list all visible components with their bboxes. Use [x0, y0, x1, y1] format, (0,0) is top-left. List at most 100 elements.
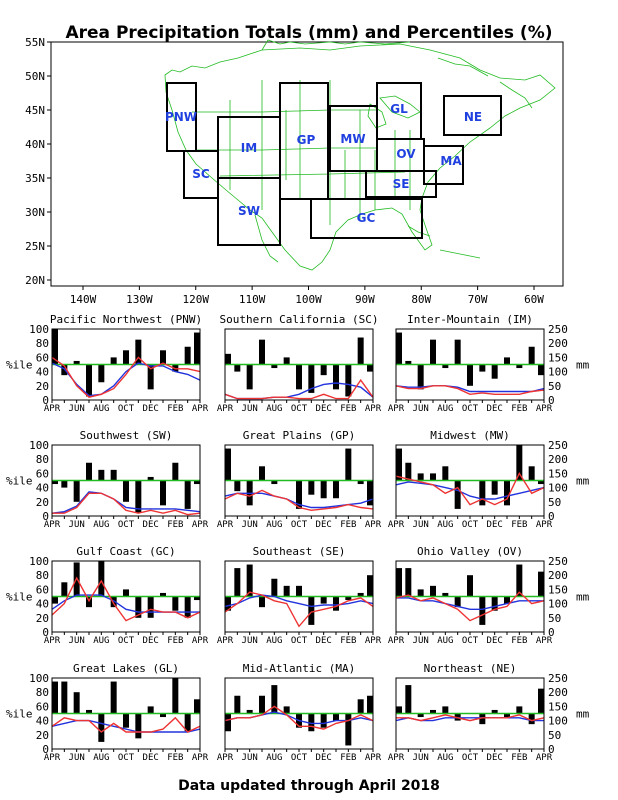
percentile-bar [454, 596, 461, 608]
series-line-red [51, 716, 201, 733]
percentile-bar [259, 596, 265, 608]
percentile-bar [442, 364, 449, 369]
region-label-sw: SW [238, 204, 260, 218]
x-tick-label: APR [192, 636, 209, 646]
x-tick-label: AUG [93, 753, 109, 763]
chart-title: Southeast (SE) [253, 545, 346, 558]
percentile-bar [345, 448, 352, 481]
percentile-bar [308, 713, 315, 732]
y-tick-label: 0 [42, 394, 49, 407]
chart-panel: Midwest (MW)APR JUN AUG OCT DEC FEB APR0501001… [388, 429, 590, 530]
region-box-gc [310, 198, 423, 239]
percentile-bar [110, 596, 117, 608]
chart-panel: Inter-Mountain (IM) APR JUN AUG OCT DEC FEB APR… [388, 313, 590, 414]
x-tick-label: JUN [413, 520, 429, 530]
region-label-ov: OV [396, 147, 416, 161]
x-tick-label: APR [217, 404, 234, 414]
percentile-bar [367, 575, 373, 597]
percentile-bar [52, 329, 58, 365]
percentile-bar [147, 596, 154, 618]
chart-title: Southwest (SW) [80, 429, 173, 442]
percentile-bar [538, 364, 544, 376]
percentile-bar [528, 713, 535, 725]
percentile-bar [194, 596, 200, 601]
percentile-bar [234, 480, 241, 492]
percentile-bar [320, 713, 327, 728]
series-line-blue [395, 481, 545, 500]
percentile-bar [123, 350, 129, 365]
x-tick-label: APR [536, 404, 553, 414]
x-tick-label: APR [388, 404, 405, 414]
x-tick-label: DEC [487, 636, 503, 646]
percentile-bar [417, 713, 424, 718]
series-line-red [224, 489, 374, 512]
series-line-red [51, 356, 201, 398]
x-tick-label: AUG [437, 520, 453, 530]
percentile-bar [491, 709, 498, 714]
y-tick-label: 60 [36, 700, 49, 713]
x-tick-label: DEC [487, 520, 503, 530]
percentile-bar [320, 364, 327, 376]
percentile-bar [283, 706, 290, 714]
percentile-bar [454, 480, 461, 509]
y-axis-label: %ile [6, 708, 33, 721]
y-right-tick-label: 0 [548, 743, 555, 756]
region-label-ne: NE [464, 110, 482, 124]
percentile-bar [538, 571, 544, 597]
percentile-bar [234, 568, 241, 597]
percentile-bar [296, 364, 302, 390]
series-line-red [51, 576, 201, 622]
region-labels: PNW SC IM SW GP MW GL OV SE GC MA NE [165, 102, 482, 225]
percentile-bar [61, 681, 68, 714]
series-line-red [224, 591, 374, 628]
percentile-bar [504, 357, 510, 365]
region-map: PNW SC IM SW GP MW GL OV SE GC MA NE 55N 50N 45N 40N 35… [25, 36, 564, 306]
x-tick-label: JUN [242, 404, 258, 414]
percentile-bar [516, 364, 523, 369]
region-box-gp [279, 82, 329, 200]
percentile-bar [430, 709, 436, 714]
x-tick-label: APR [365, 520, 382, 530]
percentile-bar [430, 339, 436, 365]
x-tick-label: AUG [93, 404, 109, 414]
percentile-bar [396, 448, 402, 481]
region-boxes [166, 82, 502, 246]
map-lon-label: 100W [295, 293, 322, 306]
x-tick-label: APR [44, 636, 61, 646]
x-tick-label: APR [365, 636, 382, 646]
percentile-bar [430, 473, 436, 481]
region-label-gl: GL [390, 102, 408, 116]
y-tick-label: 0 [42, 626, 49, 639]
percentile-bar [357, 337, 364, 365]
percentile-bar [52, 480, 58, 485]
y-right-axis-label: mm [576, 591, 590, 604]
x-tick-label: FEB [167, 636, 183, 646]
percentile-bar [135, 713, 142, 739]
series-line-red [395, 591, 545, 622]
y-tick-label: 100 [29, 439, 49, 452]
x-tick-label: JUN [413, 636, 429, 646]
map-lon-label: 70W [468, 293, 488, 306]
percentile-bar [160, 350, 166, 365]
chart-panel: Southwest (SW)APR JUN AUG OCT DEC FEB APR02040… [6, 429, 209, 530]
x-tick-label: DEC [487, 404, 503, 414]
x-tick-label: OCT [462, 636, 479, 646]
chart-panel: Great Lakes (GL)APR JUN AUG OCT DEC FEB APR020… [6, 662, 209, 763]
percentile-bar [259, 466, 265, 481]
percentile-bar [246, 709, 253, 714]
y-tick-label: 20 [36, 729, 49, 742]
map-lat-label: 35N [25, 172, 45, 185]
map-lat-label: 45N [25, 104, 45, 117]
x-tick-label: DEC [143, 520, 159, 530]
percentile-bar [367, 364, 373, 372]
percentile-bar [367, 695, 373, 714]
x-tick-label: APR [192, 753, 209, 763]
percentile-bar [184, 346, 191, 365]
x-tick-label: APR [536, 520, 553, 530]
y-tick-label: 40 [36, 482, 49, 495]
map-lat-label: 30N [25, 206, 45, 219]
chart-panel: Pacific Northwest (PNW) APR JUN AUG OCT DEC FE… [6, 313, 209, 414]
percentile-bar [172, 596, 179, 611]
percentile-bar [147, 364, 154, 390]
percentile-bar [61, 480, 68, 488]
